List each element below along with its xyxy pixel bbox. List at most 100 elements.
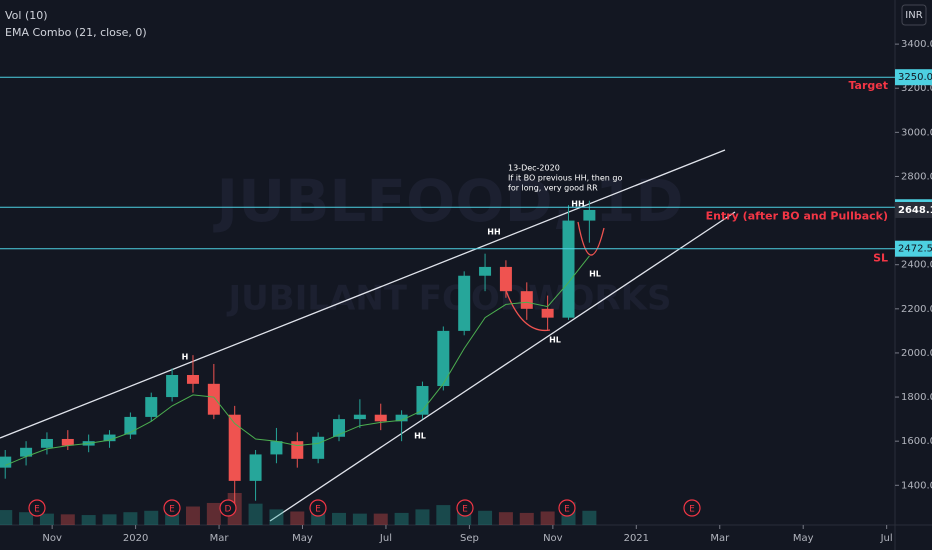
candle-body [40, 438, 53, 448]
candle-body [541, 308, 554, 318]
y-tick-label: 2400.00 [901, 260, 932, 271]
annotation: H [182, 353, 189, 362]
candle-body [374, 414, 387, 422]
y-tick-label: 3200.00 [901, 83, 932, 94]
event-label: E [315, 505, 321, 515]
candle-body [0, 456, 12, 468]
candle-body [249, 454, 262, 481]
ema-line [5, 255, 590, 466]
volume-bar [0, 510, 13, 525]
candle-body [479, 266, 492, 276]
y-tick-label: 1600.00 [901, 436, 932, 447]
x-tick-label: Nov [42, 533, 62, 544]
volume-bar [332, 512, 347, 525]
x-tick-label: May [793, 533, 814, 544]
event-marker [163, 499, 181, 517]
volume-bar [352, 513, 367, 525]
candle-body [145, 397, 158, 417]
volume-bar [478, 510, 493, 525]
event-marker [28, 499, 46, 517]
level-label-box [895, 69, 932, 86]
level-label-box [895, 240, 932, 257]
candle-body [583, 209, 596, 221]
candle-body [228, 414, 241, 481]
volume-bar [519, 512, 534, 525]
event-label: E [564, 505, 570, 515]
event-label: E [462, 505, 468, 515]
candle-body [395, 414, 408, 422]
x-tick-label: Mar [210, 533, 230, 544]
volume-bar [60, 514, 75, 525]
annotation: HH [571, 200, 584, 209]
candle-body [270, 441, 283, 455]
level-label: 3250.00 [898, 72, 932, 83]
candle-body [416, 386, 429, 415]
volume-bar [415, 509, 430, 525]
volume-bar [123, 512, 138, 525]
x-tick-label: Mar [710, 533, 730, 544]
y-tick-label: 2000.00 [901, 348, 932, 359]
candle-body [186, 375, 199, 384]
volume-bar [185, 506, 200, 525]
volume-bar [394, 512, 409, 525]
y-tick-label: 2800.00 [901, 171, 932, 182]
candle-body [166, 375, 179, 398]
annotation: HL [589, 270, 601, 279]
volume-bar [39, 513, 54, 525]
volume-bar [582, 510, 597, 525]
candle-body [124, 416, 137, 435]
currency: INR [905, 10, 922, 21]
volume-bar [498, 512, 513, 525]
last-price-box [895, 201, 932, 218]
volume-bar [540, 511, 555, 525]
indicator-label: Vol (10) [5, 9, 48, 22]
x-tick-label: Jul [379, 533, 392, 544]
volume-bar [248, 503, 263, 525]
candle-body [499, 266, 512, 292]
volume-bar [290, 511, 305, 525]
x-tick-label: 2021 [624, 533, 649, 544]
level-text: Entry (after BO and Pullback) [706, 209, 888, 222]
y-tick-label: 1400.00 [901, 480, 932, 491]
plot [0, 200, 597, 525]
candle-body [562, 220, 575, 318]
event-label: E [169, 505, 175, 515]
pattern-arc [577, 221, 605, 256]
note: If it BO previous HH, then go [508, 174, 622, 183]
candle-body [437, 330, 450, 387]
y-tick-label: 1800.00 [901, 392, 932, 403]
level-label: 2472.55 [898, 244, 932, 255]
candle-body [520, 291, 533, 309]
event-marker [309, 499, 327, 517]
last-price-label: 2648.15 [898, 205, 932, 216]
trend-line [269, 211, 736, 522]
event-marker [219, 499, 237, 517]
y-tick-label: 3000.00 [901, 127, 932, 138]
x-tick-label: May [292, 533, 313, 544]
volume-bar [436, 505, 451, 525]
candle-body [291, 441, 304, 459]
event-label: E [689, 505, 695, 515]
candle-body [103, 434, 116, 442]
event-marker [456, 499, 474, 517]
x-tick-label: 2020 [123, 533, 148, 544]
watermark: JUBILANT FOODWORKS [227, 279, 672, 319]
watermark: JUBLFOOD, 1D [213, 167, 684, 235]
volume-bar [373, 513, 388, 525]
volume-bar [102, 514, 117, 525]
x-tick-label: Sep [460, 533, 479, 544]
level-text: SL [873, 252, 888, 265]
candle-body [207, 383, 220, 415]
currency-box [901, 4, 927, 26]
candle-body [20, 447, 33, 457]
candle-body [61, 438, 74, 446]
candle-body [458, 275, 471, 331]
event-label: E [34, 505, 40, 515]
event-label: D [225, 505, 232, 515]
trend-line [0, 149, 726, 439]
annotation: HL [414, 432, 426, 441]
note: for long, very good RR [508, 184, 598, 193]
volume-bar [269, 509, 284, 525]
